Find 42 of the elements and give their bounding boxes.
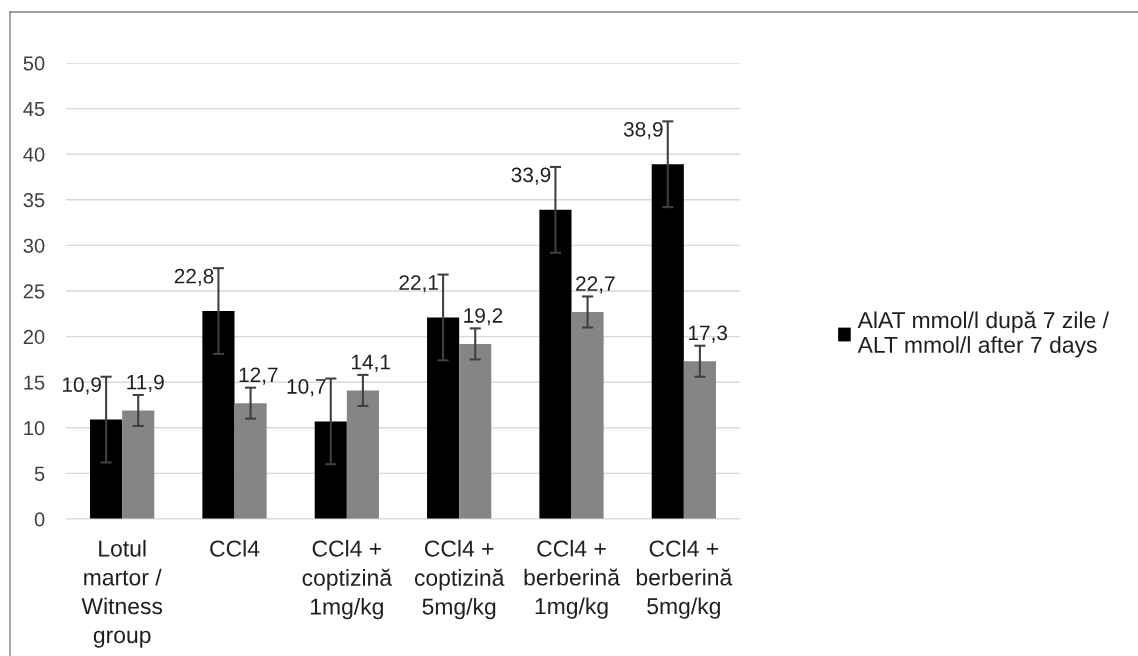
bar xyxy=(539,209,572,519)
y-tick-label: 0 xyxy=(34,512,45,527)
legend-label: AlAT mmol/l după 7 zile / ALT mmol/l after 7 days xyxy=(857,311,1109,358)
data-label: 22,8 xyxy=(174,268,214,286)
y-tick-label: 10 xyxy=(24,421,45,436)
data-label: 10,9 xyxy=(62,377,101,395)
bar xyxy=(571,311,604,519)
data-label: 22,1 xyxy=(399,275,438,293)
x-tick-label: CCl4 + coptizină 5mg/kg xyxy=(414,539,505,620)
bar xyxy=(459,343,492,519)
bar xyxy=(683,361,716,519)
bar xyxy=(346,390,379,519)
x-tick-label: CCl4 + coptizină 1mg/kg xyxy=(302,539,393,620)
bar xyxy=(122,410,155,519)
data-label: 38,9 xyxy=(623,121,663,140)
y-tick-label: 30 xyxy=(23,238,45,253)
y-tick-label: 20 xyxy=(23,329,45,345)
data-label: 19,2 xyxy=(464,308,503,326)
bar xyxy=(427,317,460,519)
data-label: 33,9 xyxy=(511,167,551,185)
y-tick-label: 45 xyxy=(23,102,45,117)
y-tick-label: 35 xyxy=(23,193,45,208)
data-label: 17,3 xyxy=(688,325,728,343)
bar xyxy=(651,164,684,519)
bar xyxy=(234,403,267,519)
y-tick-label: 40 xyxy=(23,147,45,162)
y-tick-label: 50 xyxy=(23,56,45,71)
data-label: 22,7 xyxy=(576,276,615,294)
y-tick-label: 15 xyxy=(24,375,45,390)
y-tick-label: 5 xyxy=(34,466,45,481)
bar xyxy=(202,311,235,519)
x-tick-label: CCl4 + berberină 1mg/kg xyxy=(524,539,620,619)
y-tick-label: 25 xyxy=(23,284,45,299)
bar xyxy=(314,421,347,519)
x-tick-label: CCl4 + berberină 5mg/kg xyxy=(636,539,733,619)
x-tick-label: Lotul martor / Witness group xyxy=(81,539,163,648)
bar xyxy=(90,419,123,519)
data-label: 11,9 xyxy=(127,374,164,392)
data-label: 14,1 xyxy=(351,354,390,372)
data-label: 10,7 xyxy=(287,379,326,397)
data-label: 12,7 xyxy=(239,367,278,385)
x-tick-label: CCl4 xyxy=(210,539,260,557)
